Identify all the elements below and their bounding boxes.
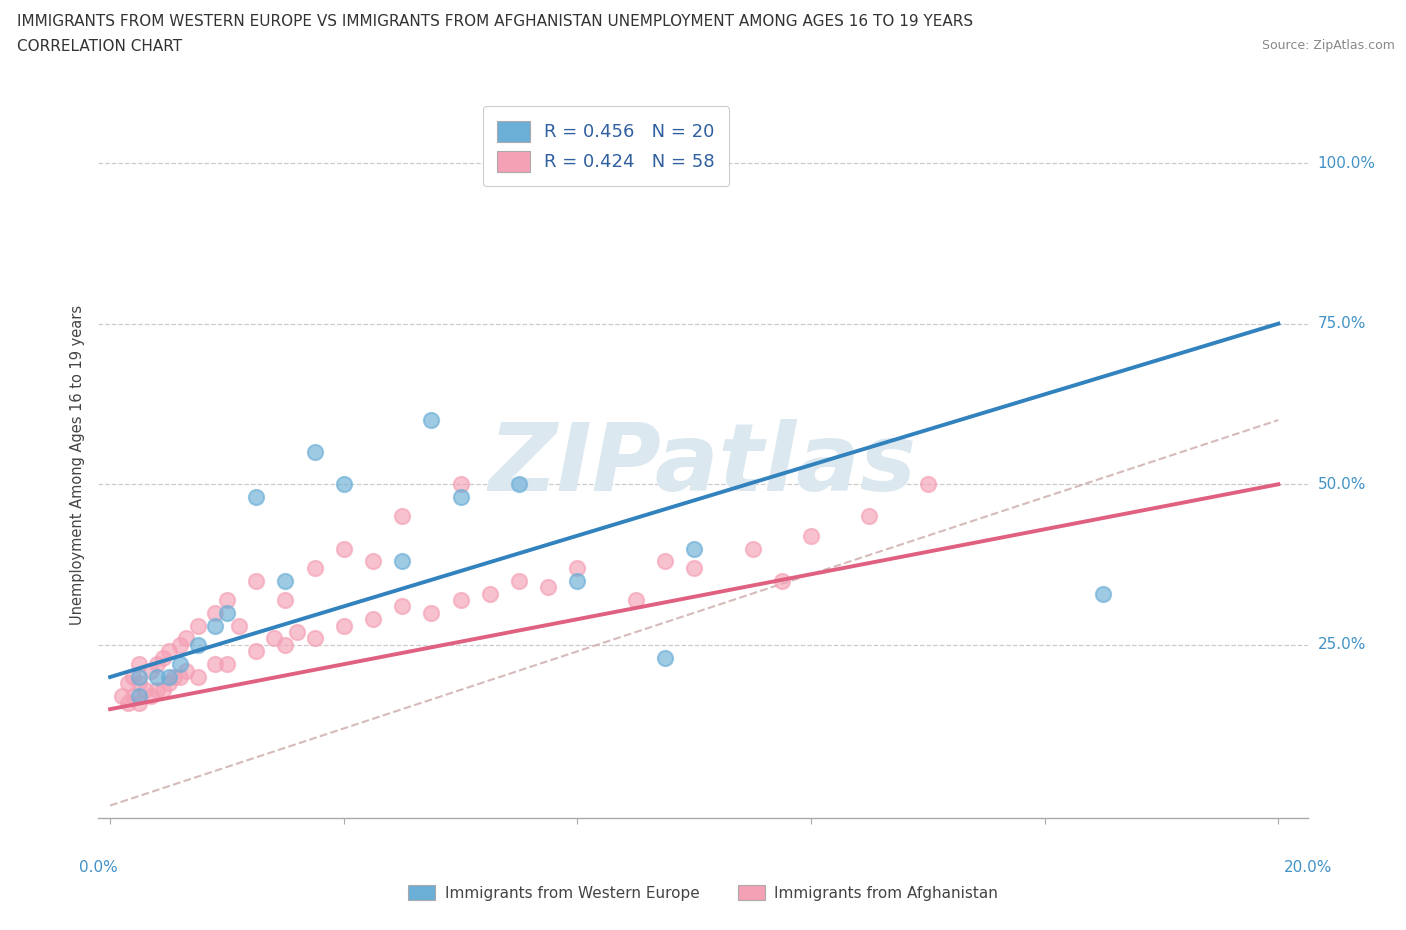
Point [152,650,174,665]
Point [450,490,472,505]
Point [332,541,354,556]
Point [361,612,384,627]
Point [187,637,209,652]
Point [146,683,169,698]
Point [304,631,326,646]
Point [450,592,472,607]
Point [128,676,150,691]
Point [285,625,308,640]
Text: 25.0%: 25.0% [1317,637,1365,653]
Point [163,670,186,684]
Legend: R = 0.456   N = 20, R = 0.424   N = 58: R = 0.456 N = 20, R = 0.424 N = 58 [484,107,730,186]
Point [204,618,226,633]
Point [134,683,156,698]
Point [157,676,180,691]
Point [187,618,209,633]
Point [1092,586,1115,601]
Point [245,644,267,658]
Point [122,689,145,704]
Point [450,477,472,492]
Point [157,670,180,684]
Point [174,631,197,646]
Text: 100.0%: 100.0% [1317,155,1375,170]
Point [800,528,823,543]
Point [215,657,238,671]
Point [654,554,676,569]
Point [117,676,139,691]
Y-axis label: Unemployment Among Ages 16 to 19 years: Unemployment Among Ages 16 to 19 years [70,305,86,625]
Point [204,657,226,671]
Point [139,689,162,704]
Point [917,477,939,492]
Point [122,670,145,684]
Point [152,683,174,698]
Point [274,573,297,588]
Point [332,477,354,492]
Point [263,631,285,646]
Point [169,657,191,671]
Point [228,618,250,633]
Point [245,573,267,588]
Point [537,579,560,594]
Text: CORRELATION CHART: CORRELATION CHART [17,39,181,54]
Text: ZIPatlas: ZIPatlas [489,419,917,511]
Text: 75.0%: 75.0% [1317,316,1365,331]
Point [624,592,647,607]
Point [111,689,134,704]
Point [391,599,413,614]
Point [361,554,384,569]
Point [858,509,880,524]
Text: 0.0%: 0.0% [79,860,118,875]
Point [117,696,139,711]
Text: IMMIGRANTS FROM WESTERN EUROPE VS IMMIGRANTS FROM AFGHANISTAN UNEMPLOYMENT AMONG: IMMIGRANTS FROM WESTERN EUROPE VS IMMIGR… [17,14,973,29]
Point [128,696,150,711]
Point [274,637,297,652]
Point [683,541,706,556]
Point [139,663,162,678]
Point [215,592,238,607]
Point [215,605,238,620]
Point [567,561,589,576]
Point [128,689,150,704]
Point [204,605,226,620]
Point [654,650,676,665]
Text: 50.0%: 50.0% [1317,477,1365,492]
Point [420,413,443,428]
Point [304,445,326,459]
Point [174,663,197,678]
Point [169,637,191,652]
Point [304,561,326,576]
Point [683,561,706,576]
Point [187,670,209,684]
Point [274,592,297,607]
Point [478,586,501,601]
Point [157,644,180,658]
Point [146,670,169,684]
Point [245,490,267,505]
Text: 20.0%: 20.0% [1284,860,1331,875]
Point [567,573,589,588]
Point [128,657,150,671]
Point [508,573,530,588]
Point [128,670,150,684]
Point [391,554,413,569]
Point [332,618,354,633]
Point [420,605,443,620]
Text: Source: ZipAtlas.com: Source: ZipAtlas.com [1261,39,1395,52]
Point [391,509,413,524]
Point [770,573,793,588]
Point [146,657,169,671]
Point [508,477,530,492]
Point [741,541,763,556]
Point [169,670,191,684]
Legend: Immigrants from Western Europe, Immigrants from Afghanistan: Immigrants from Western Europe, Immigran… [401,877,1005,909]
